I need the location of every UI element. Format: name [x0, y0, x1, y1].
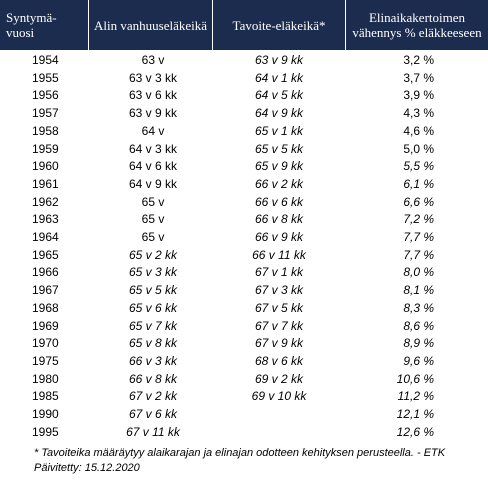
header-text: Tavoite-eläkeikä*: [232, 17, 326, 33]
footnote: Päivitetty: 15.12.2020: [34, 462, 140, 474]
table-cell: 1995: [32, 424, 59, 439]
table-cell: 1958: [32, 123, 59, 138]
table-cell: 66 v 11 kk: [252, 247, 306, 262]
table-cell: 4,6 %: [403, 123, 434, 138]
table-cell: 67 v 11 kk: [126, 424, 180, 439]
table-cell: 67 v 9 kk: [254, 336, 304, 351]
table-cell: 65 v: [141, 230, 165, 244]
table-cell: 64 v 9 kk: [254, 106, 304, 121]
table-cell: 1965: [32, 247, 59, 262]
table-cell: 1957: [32, 106, 59, 121]
table-cell: 1970: [32, 336, 59, 351]
table-cell: 66 v 9 kk: [254, 230, 304, 244]
table-cell: 1969: [32, 318, 59, 333]
table-cell: 63 v 9 kk: [254, 53, 304, 67]
table-cell: 64 v 6 kk: [128, 159, 178, 174]
table-cell: 3,2 %: [403, 53, 434, 67]
table-cell: 5,0 %: [403, 141, 434, 156]
table-cell: 7,2 %: [403, 212, 434, 227]
table-cell: 67 v 5 kk: [254, 300, 304, 315]
table-cell: 64 v: [141, 123, 165, 138]
table-cell: 69 v 10 kk: [251, 389, 307, 404]
table-cell: 8,3 %: [403, 300, 434, 315]
header-text: Elinaikakertoimen: [368, 10, 466, 25]
table-cell: 9,6 %: [403, 353, 434, 368]
table-cell: 7,7 %: [403, 230, 434, 244]
table-cell: 1963: [32, 212, 59, 227]
header-text: vuosi: [6, 25, 35, 40]
table-cell: 64 v 9 kk: [128, 176, 178, 191]
table-cell: 1985: [32, 389, 59, 404]
table-cell: 63 v 6 kk: [128, 88, 178, 103]
table-cell: 1964: [32, 230, 59, 244]
table-cell: 65 v 5 kk: [128, 283, 178, 298]
table-cell: 65 v 8 kk: [128, 336, 178, 351]
table-cell: 65 v 6 kk: [128, 300, 178, 315]
table-cell: 67 v 1 kk: [254, 265, 304, 280]
header-cell: Elinaikakertoimen vähennys % eläkkeeseen: [346, 0, 488, 50]
table-cell: 1967: [32, 283, 59, 298]
table-cell: 64 v 5 kk: [254, 88, 304, 103]
table-cell: 11,2 %: [397, 389, 434, 404]
table-cell: 65 v 2 kk: [128, 247, 178, 262]
table-cell: 65 v 3 kk: [128, 265, 178, 280]
table-cell: 8,9 %: [403, 336, 434, 351]
table-cell: 1959: [32, 141, 59, 156]
table-cell: 66 v 8 kk: [128, 371, 178, 386]
table-cell: 12,6 %: [396, 424, 434, 439]
table-cell: 1990: [32, 407, 59, 421]
table-cell: 66 v 2 kk: [254, 176, 304, 191]
table-cell: 63 v 9 kk: [128, 106, 178, 121]
table-cell: 65 v 7 kk: [128, 318, 178, 333]
table-cell: 1980: [32, 371, 59, 386]
table-cell: 10,6 %: [396, 371, 434, 386]
table-cell: 4,3 %: [403, 106, 434, 121]
table-cell: 67 v 6 kk: [128, 407, 178, 421]
table-cell: 63 v: [141, 53, 165, 67]
table-cell: 65 v 9 kk: [254, 159, 304, 174]
table-cell: 6,6 %: [403, 194, 434, 209]
table-cell: 5,5 %: [403, 159, 434, 174]
table-cell: 1960: [32, 159, 59, 174]
table-cell: 66 v 6 kk: [254, 194, 304, 209]
table-cell: 6,1 %: [403, 176, 434, 191]
header-cell: Alin vanhuuseläkeikä: [89, 0, 212, 50]
table-cell: 63 v 3 kk: [128, 70, 178, 85]
table-cell: 64 v 1 kk: [254, 70, 304, 85]
table-cell: 65 v: [141, 212, 165, 227]
table-cell: 66 v 3 kk: [128, 353, 178, 368]
table-cell: 66 v 8 kk: [254, 212, 304, 227]
table-cell: 1966: [32, 265, 59, 280]
table-cell: 64 v 3 kk: [128, 141, 178, 156]
table-cell: 67 v 7 kk: [254, 318, 304, 333]
table-cell: 67 v 2 kk: [128, 389, 178, 404]
table-cell: 1961: [32, 176, 59, 191]
header-text: Alin vanhuuseläkeikä: [94, 17, 207, 33]
table-cell: 12,1 %: [396, 407, 434, 421]
table-cell: 65 v: [141, 194, 165, 209]
header-cell: Syntymä-vuosi: [0, 0, 88, 50]
table-cell: 3,9 %: [403, 88, 434, 103]
header-text: Syntymä-: [6, 10, 57, 25]
table-cell: 8,1 %: [403, 283, 434, 298]
table-cell: 68 v 6 kk: [254, 353, 304, 368]
table-cell: 1962: [32, 194, 59, 209]
table-cell: 69 v 2 kk: [254, 371, 304, 386]
table-cell: 67 v 3 kk: [254, 283, 304, 298]
table-cell: 8,6 %: [403, 318, 434, 333]
table-cell: 65 v 1 kk: [254, 123, 304, 138]
table-cell: 3,7 %: [403, 70, 434, 85]
table-cell: 7,7 %: [403, 247, 434, 262]
header-text: vähennys % eläkkeeseen: [352, 25, 482, 40]
table-cell: 1968: [32, 300, 59, 315]
table-cell: 65 v 5 kk: [254, 141, 304, 156]
table-cell: 1975: [32, 353, 59, 368]
table-cell: 8,0 %: [403, 265, 434, 280]
table-cell: 1956: [32, 88, 59, 103]
header-cell: Tavoite-eläkeikä*: [213, 0, 345, 50]
table-cell: 1955: [32, 70, 59, 85]
table-cell: 1954: [32, 53, 59, 67]
footnote: * Tavoiteika määräytyy alaikarajan ja el…: [34, 447, 446, 459]
